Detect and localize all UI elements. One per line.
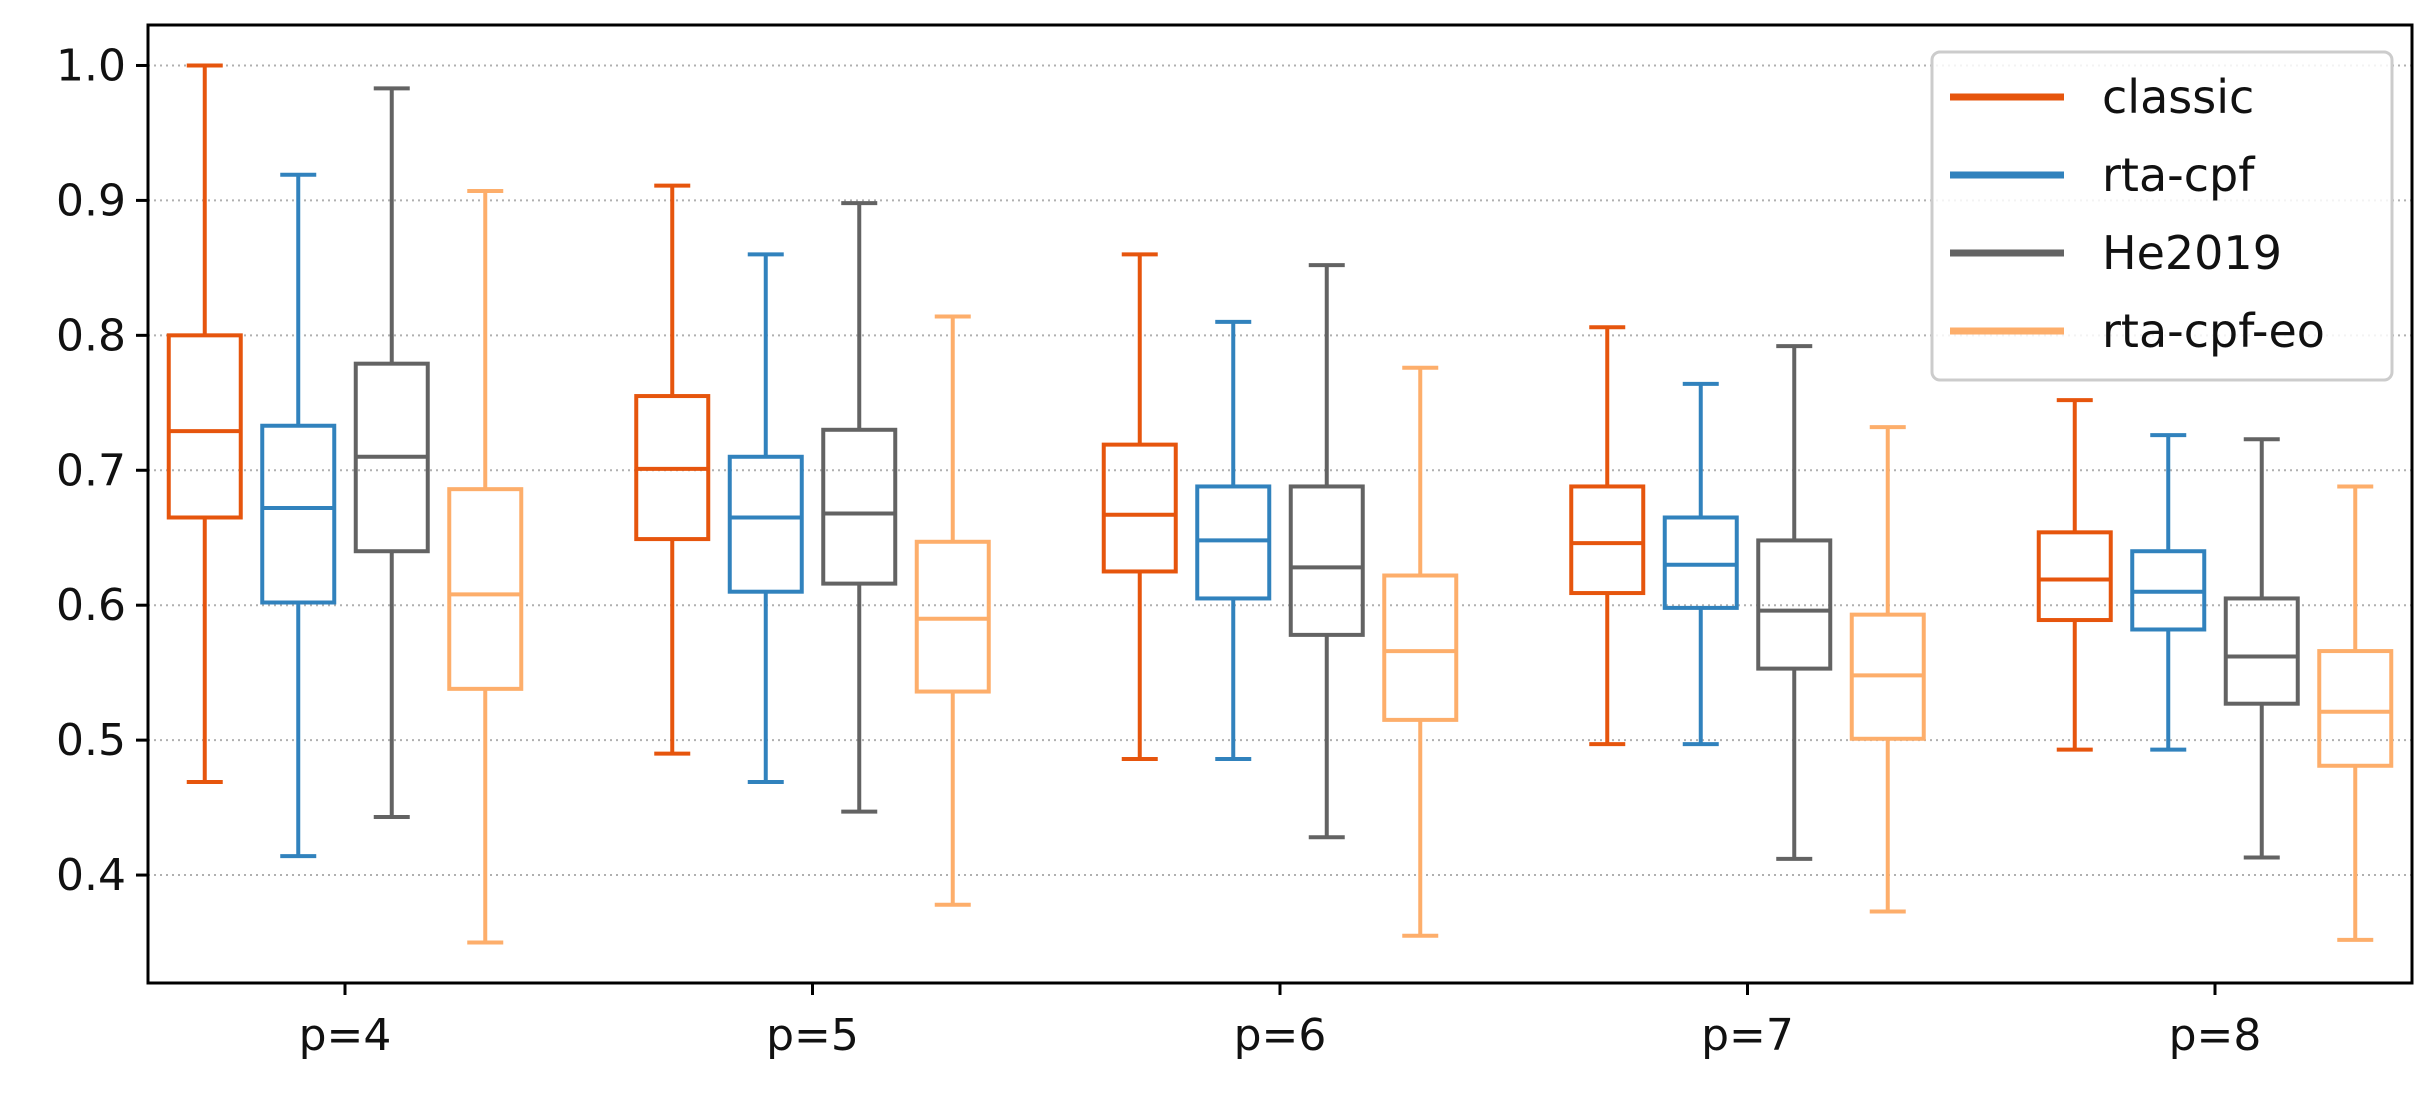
- y-tick-label: 0.4: [56, 850, 126, 901]
- y-tick-label: 0.9: [56, 175, 126, 226]
- box-classic-p=4: [166, 63, 243, 784]
- legend-label-classic: classic: [2102, 70, 2254, 124]
- box-iqr: [1756, 538, 1833, 671]
- series-rta-cpf-eo: [447, 188, 2394, 945]
- box-rta-cpf-p=6: [1195, 319, 1272, 762]
- box-iqr: [1288, 484, 1365, 637]
- box-He2019-p=5: [821, 201, 898, 814]
- x-axis: p=4 p=5 p=6 p=7 p=8: [299, 983, 2262, 1061]
- legend: classic rta-cpf He2019 rta-cpf-eo: [1930, 50, 2394, 382]
- box-iqr: [2036, 530, 2113, 623]
- box-rta-cpf-eo-p=5: [914, 314, 991, 907]
- series-He2019: [353, 86, 2300, 861]
- box-rta-cpf-eo-p=8: [2317, 484, 2394, 942]
- x-tick-label: p=7: [1701, 1010, 1794, 1061]
- box-series: [166, 63, 2394, 945]
- box-rta-cpf-p=5: [727, 252, 804, 784]
- box-classic-p=7: [1569, 325, 1646, 747]
- box-iqr: [1662, 515, 1739, 610]
- y-tick-label: 1.0: [56, 40, 126, 91]
- y-axis: 0.4 0.5 0.6 0.7 0.8 0.9 1.0: [56, 40, 148, 901]
- y-tick-label: 0.8: [56, 310, 126, 361]
- box-iqr: [260, 423, 337, 605]
- series-classic: [166, 63, 2113, 784]
- box-He2019-p=4: [353, 86, 430, 820]
- y-tick-label: 0.7: [56, 445, 126, 496]
- box-classic-p=6: [1101, 252, 1178, 762]
- box-iqr: [1382, 573, 1459, 722]
- legend-label-He2019: He2019: [2102, 226, 2282, 280]
- box-iqr: [2223, 596, 2300, 706]
- box-He2019-p=6: [1288, 263, 1365, 840]
- box-classic-p=5: [634, 183, 711, 756]
- box-iqr: [821, 427, 898, 586]
- box-rta-cpf-p=7: [1662, 381, 1739, 747]
- box-rta-cpf-eo-p=7: [1849, 425, 1926, 914]
- series-rta-cpf: [260, 172, 2207, 859]
- box-rta-cpf-eo-p=4: [447, 188, 524, 945]
- plot-frame: [146, 23, 2414, 985]
- legend-label-rta-cpf-eo: rta-cpf-eo: [2102, 304, 2325, 358]
- box-iqr: [447, 487, 524, 691]
- x-tick-label: p=6: [1234, 1010, 1327, 1061]
- y-tick-label: 0.6: [56, 580, 126, 631]
- box-iqr: [727, 454, 804, 594]
- box-He2019-p=7: [1756, 344, 1833, 861]
- box-rta-cpf-p=8: [2130, 433, 2207, 752]
- legend-box: [1930, 50, 2394, 382]
- x-tick-label: p=4: [299, 1010, 392, 1061]
- x-tick-label: p=8: [2169, 1010, 2262, 1061]
- y-tick-label: 0.5: [56, 715, 126, 766]
- x-tick-label: p=5: [766, 1010, 859, 1061]
- box-iqr: [914, 539, 991, 694]
- box-iqr: [1101, 442, 1178, 574]
- box-iqr: [1569, 484, 1646, 596]
- box-He2019-p=8: [2223, 437, 2300, 860]
- legend-label-rta-cpf: rta-cpf: [2102, 148, 2256, 202]
- box-iqr: [1195, 484, 1272, 601]
- box-rta-cpf-p=4: [260, 172, 337, 859]
- box-iqr: [2317, 649, 2394, 768]
- box-rta-cpf-eo-p=6: [1382, 365, 1459, 938]
- box-iqr: [166, 333, 243, 520]
- box-classic-p=8: [2036, 398, 2113, 752]
